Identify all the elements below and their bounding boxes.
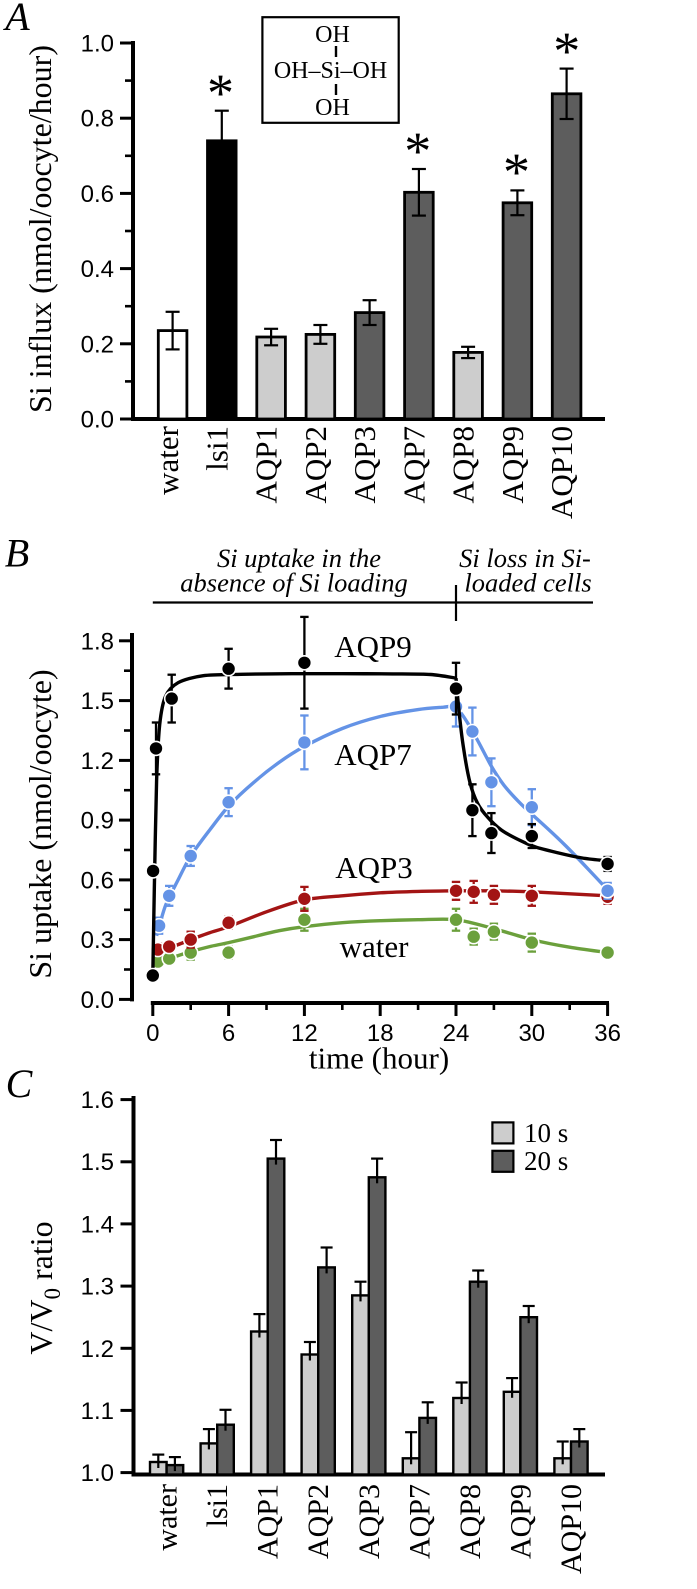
svg-text:36: 36 — [594, 1020, 621, 1047]
svg-text:OH: OH — [315, 95, 350, 121]
svg-text:*: * — [553, 21, 580, 81]
svg-text:*: * — [503, 142, 530, 202]
svg-text:V/V0 ratio: V/V0 ratio — [23, 1221, 65, 1354]
svg-text:1.3: 1.3 — [81, 1274, 114, 1301]
svg-text:AQP1: AQP1 — [249, 426, 284, 504]
svg-text:AQP3: AQP3 — [353, 1484, 386, 1559]
svg-text:1.6: 1.6 — [81, 1087, 114, 1114]
svg-text:AQP8: AQP8 — [446, 426, 481, 504]
svg-text:Si loss in Si-: Si loss in Si- — [459, 543, 591, 573]
svg-text:6: 6 — [222, 1020, 235, 1047]
svg-text:AQP7: AQP7 — [403, 1484, 436, 1559]
svg-text:Si influx (nmol/oocyte/hour): Si influx (nmol/oocyte/hour) — [22, 45, 58, 413]
svg-text:0: 0 — [146, 1020, 159, 1047]
svg-text:0.4: 0.4 — [81, 256, 114, 283]
svg-text:Si uptake (nmol/oocyte): Si uptake (nmol/oocyte) — [22, 669, 58, 978]
svg-text:*: * — [207, 63, 234, 123]
svg-text:water: water — [150, 425, 185, 495]
svg-text:AQP3: AQP3 — [335, 850, 413, 885]
svg-text:18: 18 — [367, 1020, 394, 1047]
svg-text:0.0: 0.0 — [81, 407, 114, 434]
svg-text:AQP2: AQP2 — [298, 426, 333, 504]
svg-text:1.5: 1.5 — [81, 1149, 114, 1176]
svg-text:*: * — [404, 121, 431, 181]
svg-text:AQP10: AQP10 — [555, 1484, 588, 1574]
svg-text:AQP3: AQP3 — [347, 426, 382, 504]
svg-text:C: C — [6, 1061, 34, 1106]
svg-text:AQP8: AQP8 — [454, 1484, 487, 1559]
svg-text:OH–Si–OH: OH–Si–OH — [274, 58, 387, 84]
svg-text:AQP1: AQP1 — [252, 1484, 285, 1559]
svg-text:1.4: 1.4 — [81, 1211, 114, 1238]
svg-text:AQP2: AQP2 — [302, 1484, 335, 1559]
svg-text:Si uptake in the: Si uptake in the — [217, 543, 381, 573]
svg-text:10 s: 10 s — [524, 1118, 568, 1148]
svg-text:1.8: 1.8 — [81, 628, 114, 655]
svg-text:A: A — [2, 0, 30, 39]
svg-text:OH: OH — [315, 22, 350, 48]
svg-text:24: 24 — [443, 1020, 470, 1047]
svg-text:0.2: 0.2 — [81, 331, 114, 358]
svg-text:0.9: 0.9 — [81, 808, 114, 835]
svg-text:B: B — [5, 531, 29, 576]
svg-text:0.8: 0.8 — [81, 106, 114, 133]
svg-text:1.1: 1.1 — [81, 1398, 114, 1425]
svg-text:30: 30 — [518, 1020, 545, 1047]
svg-text:AQP7: AQP7 — [396, 426, 431, 504]
svg-text:absence of Si loading: absence of Si loading — [180, 568, 407, 598]
svg-text:lsi1: lsi1 — [201, 1484, 234, 1527]
svg-text:0.0: 0.0 — [81, 987, 114, 1014]
svg-text:0.6: 0.6 — [81, 867, 114, 894]
svg-text:water: water — [151, 1484, 184, 1551]
svg-text:AQP7: AQP7 — [334, 737, 412, 772]
svg-text:1.0: 1.0 — [81, 31, 114, 58]
svg-text:loaded cells: loaded cells — [464, 568, 591, 598]
svg-text:1.2: 1.2 — [81, 748, 114, 775]
svg-text:1.2: 1.2 — [81, 1336, 114, 1363]
svg-text:AQP10: AQP10 — [544, 426, 579, 519]
svg-text:20 s: 20 s — [524, 1146, 568, 1176]
svg-text:1.0: 1.0 — [81, 1460, 114, 1487]
svg-text:1.5: 1.5 — [81, 688, 114, 715]
svg-text:AQP9: AQP9 — [334, 629, 412, 664]
svg-text:0.6: 0.6 — [81, 181, 114, 208]
svg-text:lsi1: lsi1 — [199, 426, 234, 471]
svg-text:water: water — [340, 929, 410, 964]
svg-text:AQP9: AQP9 — [504, 1484, 537, 1559]
svg-text:12: 12 — [291, 1020, 318, 1047]
svg-text:time (hour): time (hour) — [309, 1041, 449, 1076]
svg-text:0.3: 0.3 — [81, 927, 114, 954]
svg-text:AQP9: AQP9 — [495, 426, 530, 504]
